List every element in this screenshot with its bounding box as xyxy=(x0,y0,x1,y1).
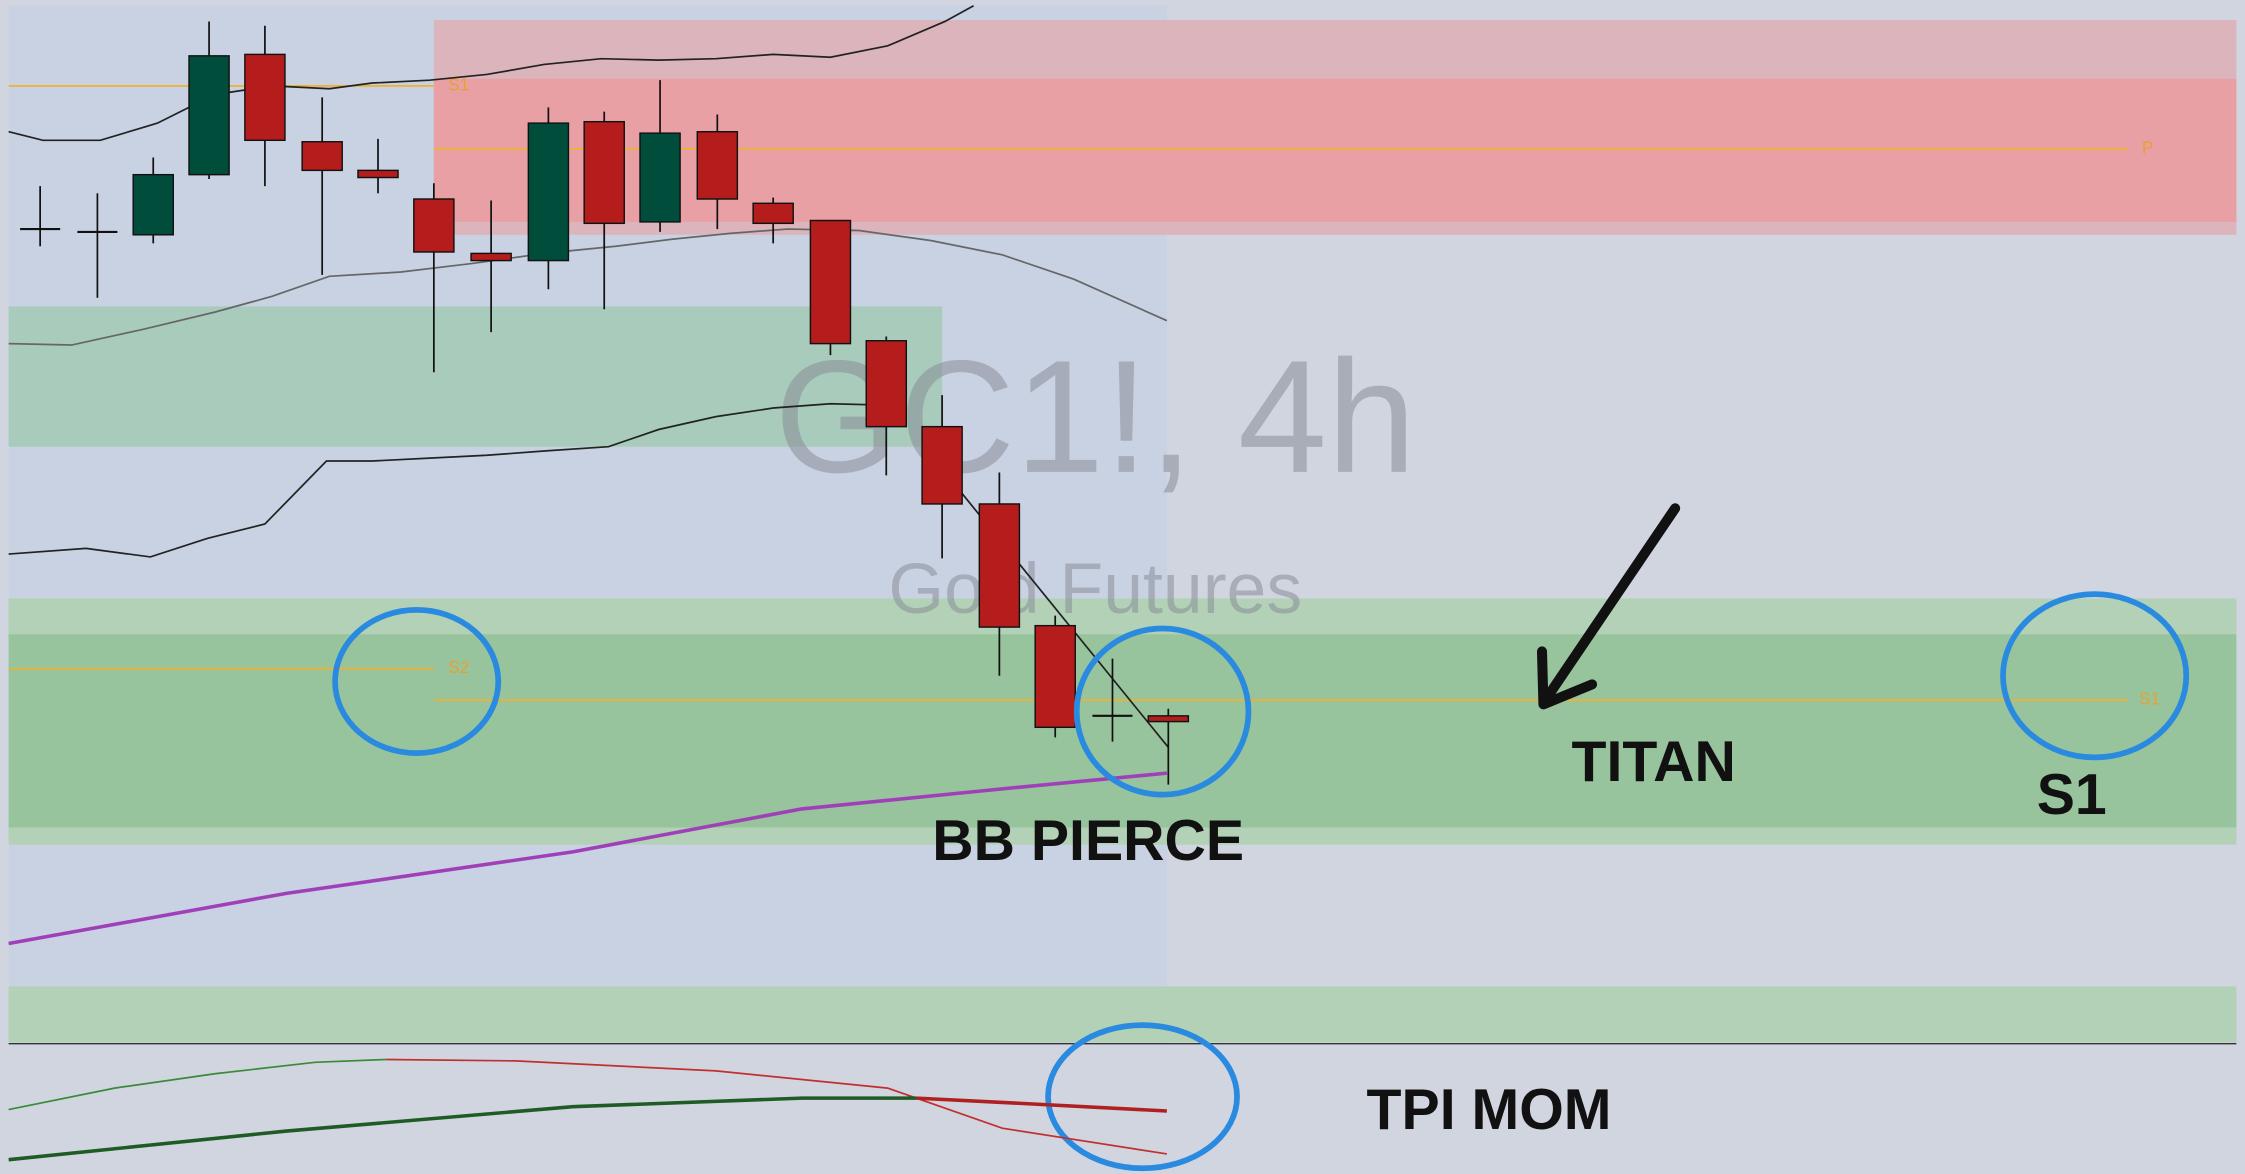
level-label: S1 xyxy=(448,74,469,94)
candle-body xyxy=(752,202,794,225)
level-label: S2 xyxy=(448,657,469,677)
annotation: BB PIERCE xyxy=(932,809,1244,873)
level-label: S1 xyxy=(2139,689,2160,709)
candle-body xyxy=(470,252,512,262)
arrow-shaft xyxy=(1541,503,1681,704)
candle-body xyxy=(301,141,343,172)
candle-body xyxy=(413,198,455,253)
momentum-line xyxy=(8,1096,917,1162)
level-label: P xyxy=(2142,137,2153,157)
upper-band xyxy=(8,4,975,142)
bollinger-bands xyxy=(8,4,1169,946)
highlight-circles xyxy=(332,591,2190,1172)
highlight-circle xyxy=(2000,591,2190,761)
candle-body xyxy=(921,425,963,505)
highlight-circle xyxy=(1045,1022,1240,1172)
candle-body xyxy=(639,132,681,223)
highlight-circle xyxy=(332,607,502,756)
candle-body xyxy=(1147,715,1190,723)
momentum-line xyxy=(386,1058,1168,1155)
arrow xyxy=(1536,503,1681,710)
candles xyxy=(20,21,1190,785)
candle-body xyxy=(978,503,1021,628)
lower-band xyxy=(8,402,888,558)
candle-body xyxy=(1034,624,1076,729)
support-zone xyxy=(8,306,943,447)
candle-body xyxy=(696,131,739,200)
candle-body xyxy=(527,122,570,262)
annotation: TITAN xyxy=(1572,730,1736,794)
candle-body xyxy=(132,173,174,236)
momentum-line xyxy=(916,1096,1167,1113)
annotation: S1 xyxy=(2037,763,2107,827)
highlight-circle xyxy=(1073,625,1252,798)
candle-body xyxy=(244,53,286,142)
middle-band xyxy=(8,228,1168,346)
arrow-head xyxy=(1536,646,1598,710)
momentum-line xyxy=(8,1058,387,1111)
candle-body xyxy=(865,340,908,428)
support-zone-core xyxy=(8,634,2237,828)
watermark-name: Gold Futures xyxy=(888,549,1302,629)
moving-average xyxy=(8,771,1168,946)
candle-body xyxy=(357,169,399,179)
candle-body xyxy=(809,219,852,345)
candle-body xyxy=(583,120,625,225)
support-zone xyxy=(8,986,2237,1043)
tpi-momentum xyxy=(8,1058,1168,1162)
annotation: TPI MOM xyxy=(1367,1078,1612,1142)
candle-body xyxy=(188,55,230,176)
